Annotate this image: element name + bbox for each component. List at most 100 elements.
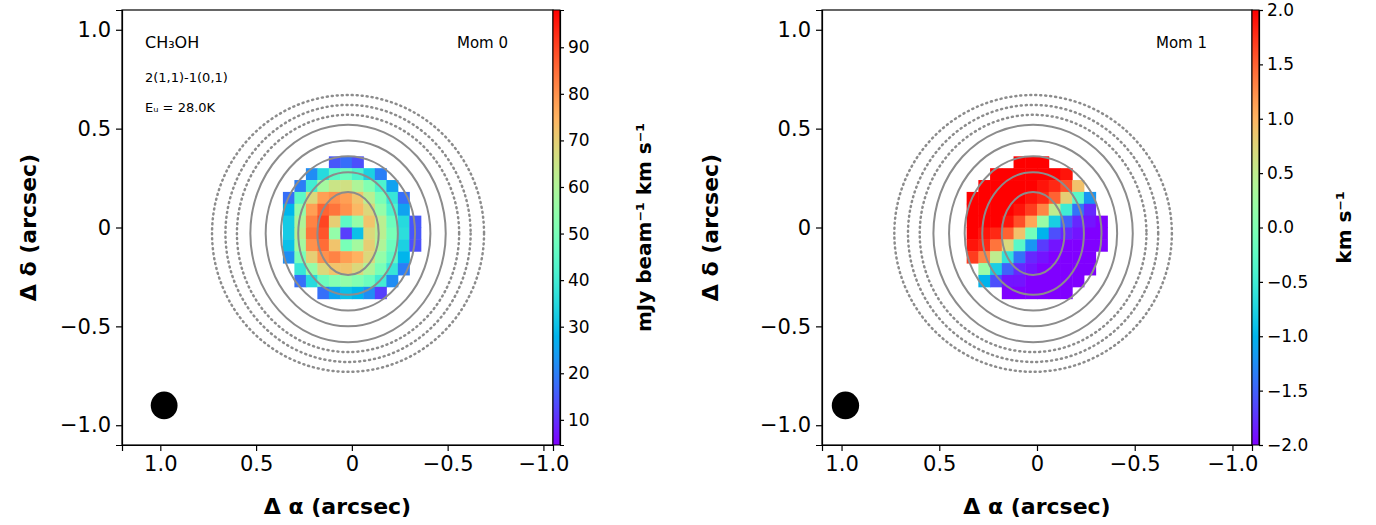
annotation: CH₃OH	[145, 33, 199, 52]
tick: 70	[560, 130, 590, 150]
cell	[967, 228, 979, 240]
tick-label: −1.0	[1207, 452, 1258, 476]
tick-label: 0	[798, 216, 811, 240]
contour	[949, 141, 1117, 327]
cell	[1025, 180, 1037, 192]
cell	[352, 228, 364, 240]
cell	[1037, 239, 1049, 251]
cell	[967, 216, 979, 228]
tick-label: 40	[568, 270, 590, 290]
cell	[990, 251, 1002, 263]
tick-mark	[816, 129, 822, 130]
axis-line	[1260, 11, 1264, 446]
cell	[340, 180, 352, 192]
cell	[398, 204, 410, 216]
cell	[283, 239, 295, 251]
tick-mark	[352, 445, 353, 451]
tick: 1.0	[825, 445, 858, 476]
tick-mark	[1037, 445, 1038, 451]
cell	[1014, 204, 1026, 216]
tick-label: 0.5	[923, 452, 956, 476]
y-axis-title: Δ δ (arcsec)	[16, 154, 41, 301]
tick-label: 50	[568, 223, 590, 243]
cell	[1037, 251, 1049, 263]
cell	[306, 168, 318, 180]
tick: 0.5	[778, 117, 822, 141]
cell	[1025, 216, 1037, 228]
cell	[990, 228, 1002, 240]
tick-label: 0.0	[1267, 217, 1294, 237]
tick-label: −1.5	[1267, 381, 1308, 401]
cell	[340, 168, 352, 180]
cell	[1049, 239, 1061, 251]
cell	[1037, 204, 1049, 216]
tick-mark	[1259, 119, 1263, 120]
tick-mark	[1259, 10, 1263, 11]
panel-title: Mom 0	[457, 34, 508, 52]
cell	[352, 180, 364, 192]
panel-title: Mom 1	[1156, 34, 1207, 52]
cell	[1060, 204, 1072, 216]
tick: 0	[798, 216, 822, 240]
tick-mark	[116, 227, 122, 228]
tick-mark	[448, 445, 449, 451]
axis-line	[816, 11, 823, 446]
cell	[363, 239, 375, 251]
contour	[317, 192, 378, 275]
cell	[990, 239, 1002, 251]
tick-mark	[560, 94, 564, 95]
y-axis: −1.0−0.500.51.0	[60, 11, 123, 446]
tick: 90	[560, 37, 590, 57]
tick-mark	[1259, 64, 1263, 65]
tick-mark	[841, 445, 842, 451]
colorbar-scale	[1252, 10, 1259, 445]
cell	[1014, 275, 1026, 287]
cell	[294, 180, 306, 192]
tick-label: 2.0	[1267, 0, 1294, 20]
cell	[283, 228, 295, 240]
tick: 0.5	[240, 445, 273, 476]
tick-mark	[1232, 445, 1233, 451]
tick-mark	[560, 140, 564, 141]
tick-mark	[116, 326, 122, 327]
beam	[151, 392, 178, 420]
contour	[281, 156, 415, 310]
tick-mark	[1259, 391, 1263, 392]
tick: 0	[346, 445, 359, 476]
cell	[329, 239, 341, 251]
tick-mark	[256, 445, 257, 451]
cell	[329, 228, 341, 240]
tick: 0.5	[923, 445, 956, 476]
cell	[398, 239, 410, 251]
tick-mark	[560, 327, 564, 328]
tick-label: −0.5	[423, 452, 474, 476]
tick: −1.0	[1259, 326, 1308, 346]
tick-label: 1.0	[825, 452, 858, 476]
cell	[306, 216, 318, 228]
tick: 10	[560, 410, 590, 430]
cell	[329, 180, 341, 192]
contour	[965, 156, 1102, 310]
cell	[329, 251, 341, 263]
tick-label: 0.5	[240, 452, 273, 476]
tick-label: −0.5	[1267, 272, 1308, 292]
cell	[363, 228, 375, 240]
y-axis-title: Δ δ (arcsec)	[698, 154, 723, 301]
tick-label: −2.0	[1267, 435, 1308, 455]
tick-label: 1.0	[778, 18, 811, 42]
cell	[1084, 216, 1096, 228]
contour	[298, 172, 398, 295]
tick: −2.0	[1259, 435, 1308, 455]
tick: 1.0	[778, 18, 822, 42]
axis-line	[823, 446, 1253, 452]
cell	[306, 239, 318, 251]
cell	[990, 216, 1002, 228]
cell	[363, 180, 375, 192]
cell	[375, 228, 387, 240]
tick: −0.5	[760, 315, 822, 339]
contour	[250, 125, 445, 343]
tick: 1.5	[1259, 54, 1294, 74]
plot-area	[832, 95, 1172, 419]
annotation: 2(1,1)-1(0,1)	[145, 70, 228, 85]
tick-mark	[816, 30, 822, 31]
